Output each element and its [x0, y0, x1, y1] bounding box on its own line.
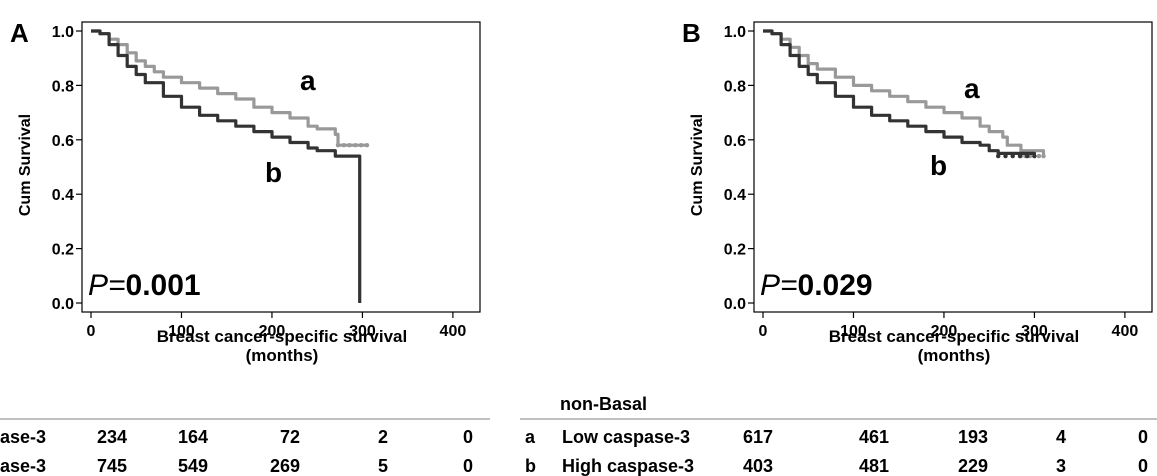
km-curve-b	[91, 29, 362, 303]
y-tick-label: 0.4	[52, 187, 74, 204]
plot-frame	[81, 21, 481, 313]
risk-left-r2-c4: 5	[378, 456, 388, 476]
curve-label-b-bottom-b: b	[930, 150, 947, 181]
y-tick-label: 0.6	[724, 133, 746, 150]
plot-area-b: 0.0 0.2 0.4 0.6 0.8 1.0 0 100 200 300 400	[724, 21, 1153, 340]
km-panel-a: A Cum Survival Breast cancer-specific su…	[0, 0, 490, 400]
plot-area-a: 0.0 0.2 0.4 0.6 0.8 1.0 0 100 200 300 400	[52, 21, 481, 340]
y-tick-label: 0.4	[724, 187, 746, 204]
risk-right-row-1-label: Low caspase-3	[562, 427, 690, 447]
x-axis-label-a: Breast cancer-specific survival	[157, 327, 407, 346]
curve-label-a-top: a	[300, 65, 316, 96]
risk-left-r1-c5: 0	[463, 427, 473, 447]
plot-frame	[753, 21, 1153, 313]
censor-mark	[335, 143, 341, 148]
y-tick-label: 0.2	[52, 242, 74, 259]
censor-mark	[1032, 153, 1037, 159]
km-panel-b: B Cum Survival Breast cancer-specific su…	[672, 0, 1157, 400]
p-number-b: 0.029	[798, 269, 873, 302]
risk-left-row-2-label: ase-3	[0, 456, 46, 476]
risk-right-r1-c1: 617	[743, 427, 773, 447]
risk-left-row-1-label: ase-3	[0, 427, 46, 447]
y-tick-label: 0.8	[724, 78, 746, 95]
risk-left-r1-c1: 234	[97, 427, 127, 447]
x-tick-label: 200	[259, 323, 286, 340]
x-axis-label-b: Breast cancer-specific survival	[829, 327, 1079, 346]
risk-left-r2-c1: 745	[97, 456, 127, 476]
risk-left-r1-c4: 2	[378, 427, 388, 447]
risk-right-r1-c4: 4	[1056, 427, 1066, 447]
km-curve-a	[91, 29, 367, 147]
x-tick-label: 100	[168, 323, 195, 340]
censor-mark	[1010, 153, 1015, 159]
x-tick-label: 0	[759, 323, 768, 340]
km-plot-a: A Cum Survival Breast cancer-specific su…	[10, 18, 481, 365]
risk-right-r1-c3: 193	[958, 427, 988, 447]
x-tick-label: 0	[87, 323, 96, 340]
x-tick-label: 100	[840, 323, 867, 340]
risk-right-r1-c2: 461	[859, 427, 889, 447]
y-tick-label: 0.0	[52, 296, 74, 313]
p-value-b: P=0.029	[760, 269, 873, 302]
x-axis-unit-b: (months)	[918, 346, 991, 365]
km-curve-b	[763, 29, 1036, 157]
risk-left-r2-c2: 549	[178, 456, 208, 476]
panel-letter-b: B	[682, 18, 701, 48]
risk-right-r2-c3: 229	[958, 456, 988, 476]
km-plot-b: B Cum Survival Breast cancer-specific su…	[682, 18, 1153, 365]
x-tick-label: 200	[931, 323, 958, 340]
x-tick-label: 300	[349, 323, 376, 340]
panel-letter-a: A	[10, 18, 29, 48]
censor-mark	[1041, 153, 1046, 159]
risk-left-r2-c3: 269	[270, 456, 300, 476]
risk-right-r2-c1: 403	[743, 456, 773, 476]
censor-mark	[347, 143, 352, 148]
x-tick-label: 400	[1112, 323, 1139, 340]
x-tick-label: 300	[1021, 323, 1048, 340]
y-tick-label: 0.0	[724, 296, 746, 313]
y-tick-label: 0.8	[52, 78, 74, 95]
y-tick-label: 0.2	[724, 242, 746, 259]
curve-label-b-bottom: b	[265, 157, 282, 188]
risk-table-title-right: non-Basal	[560, 394, 647, 414]
x-axis-unit-a: (months)	[246, 346, 319, 365]
y-tick-label: 1.0	[52, 24, 74, 41]
y-axis-label-b: Cum Survival	[689, 114, 706, 216]
numbers-at-risk: non-Basal ase-3 ase-3 234 164 72 2 0 745…	[0, 394, 1157, 476]
risk-right-r2-c4: 3	[1056, 456, 1066, 476]
risk-right-row-1-letter: a	[525, 427, 536, 447]
p-value-a: P=0.001	[88, 269, 201, 302]
risk-left-r2-c5: 0	[463, 456, 473, 476]
y-axis-label-a: Cum Survival	[17, 114, 34, 216]
censor-mark	[1003, 153, 1008, 159]
risk-right-r2-c5: 0	[1138, 456, 1148, 476]
km-curve-a	[763, 29, 1046, 157]
risk-right-row-2-letter: b	[525, 456, 536, 476]
x-tick-label: 400	[440, 323, 467, 340]
censor-mark	[996, 153, 1001, 159]
risk-left-r1-c3: 72	[280, 427, 300, 447]
risk-right-r1-c5: 0	[1138, 427, 1148, 447]
p-prefix-a: P=	[88, 269, 126, 302]
censor-mark	[359, 143, 364, 148]
risk-left-r1-c2: 164	[178, 427, 208, 447]
y-tick-label: 1.0	[724, 24, 746, 41]
censor-mark	[364, 143, 370, 148]
censor-mark	[1017, 153, 1023, 159]
p-prefix-b: P=	[760, 269, 798, 302]
censor-mark	[353, 143, 358, 148]
censor-mark	[1036, 153, 1042, 159]
y-tick-label: 0.6	[52, 133, 74, 150]
risk-right-r2-c2: 481	[859, 456, 889, 476]
risk-right-row-2-label: High caspase-3	[562, 456, 694, 476]
p-number-a: 0.001	[126, 269, 201, 302]
censor-mark	[1025, 153, 1030, 159]
curve-label-a-top-b: a	[964, 73, 980, 104]
censor-mark	[341, 143, 346, 148]
